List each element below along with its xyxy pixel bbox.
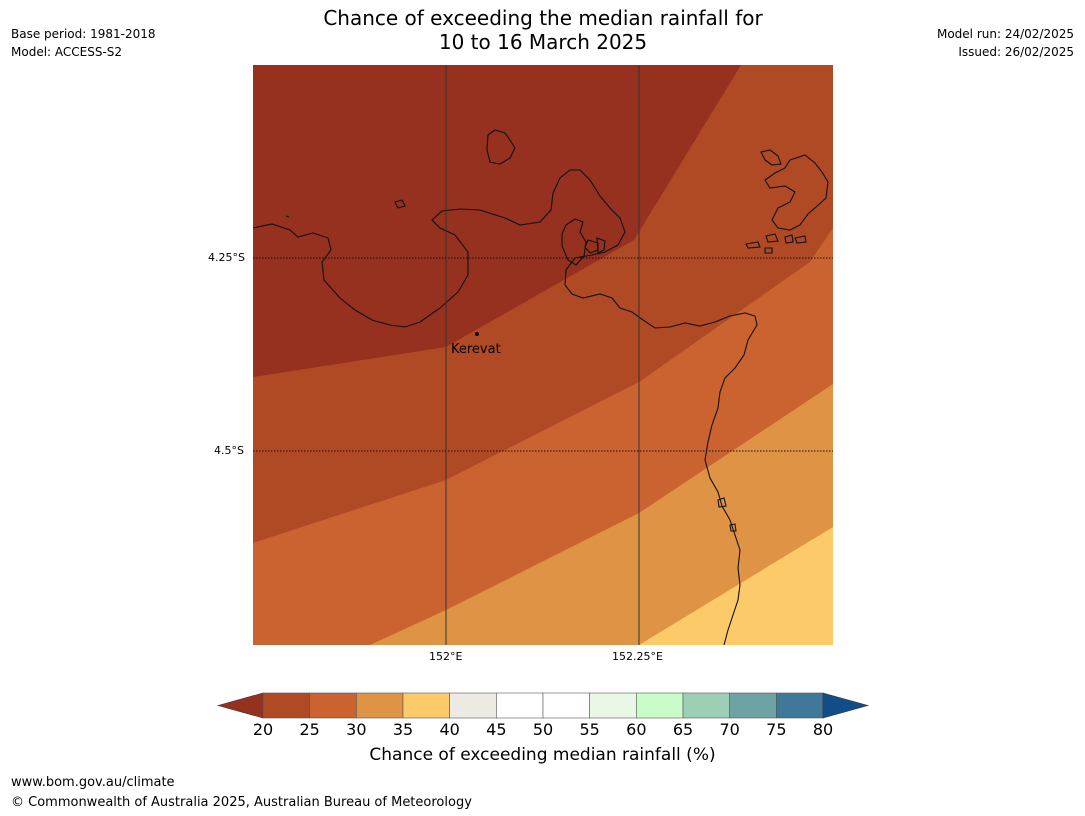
- colorbar-over-arrow: [822, 692, 870, 719]
- colorbar-segment: [309, 692, 357, 719]
- lon-label-152e: 152°E: [429, 650, 463, 663]
- colorbar-title: Chance of exceeding median rainfall (%): [369, 745, 716, 765]
- colorbar: [216, 692, 870, 719]
- band-30-35: [370, 384, 833, 645]
- meta-right: Model run: 24/02/2025 Issued: 26/02/2025: [937, 25, 1074, 61]
- colorbar-tick-label: 70: [719, 720, 740, 739]
- graticule: [253, 65, 833, 645]
- colorbar-tick-label: 40: [439, 720, 460, 739]
- kerevat-marker: [475, 332, 479, 336]
- colorbar-under-arrow: [216, 692, 264, 719]
- colorbar-segment: [776, 692, 824, 719]
- lat-label-4-25s: 4.25°S: [208, 251, 245, 264]
- colorbar-tick-label: 55: [579, 720, 600, 739]
- meta-left: Base period: 1981-2018 Model: ACCESS-S2: [11, 25, 156, 61]
- colorbar-segment: [356, 692, 404, 719]
- colorbar-segment: [542, 692, 590, 719]
- title-line-1: Chance of exceeding the median rainfall …: [323, 6, 763, 30]
- colorbar-tick-label: 35: [392, 720, 414, 739]
- colorbar-segment: [262, 692, 310, 719]
- colorbar-segment: [449, 692, 497, 719]
- place-label-kerevat: Kerevat: [451, 342, 501, 357]
- base-period-text: Base period: 1981-2018: [11, 27, 156, 41]
- colorbar-segment: [496, 692, 544, 719]
- lon-label-152-25e: 152.25°E: [612, 650, 663, 663]
- map-plot-area: [253, 65, 833, 645]
- colorbar-tick-label: 65: [672, 720, 694, 739]
- colorbar-tick-label: 80: [812, 720, 834, 739]
- colorbar-tick-label: 60: [626, 720, 647, 739]
- model-run-text: Model run: 24/02/2025: [936, 27, 1074, 41]
- lat-label-4-5s: 4.5°S: [214, 444, 244, 457]
- map-title: Chance of exceeding the median rainfall …: [243, 6, 843, 54]
- title-line-2: 10 to 16 March 2025: [438, 30, 648, 54]
- colorbar-segment: [729, 692, 777, 719]
- colorbar-tick-label: 75: [766, 720, 787, 739]
- band-35-40: [639, 527, 833, 645]
- coastline: [253, 129, 829, 645]
- colorbar-tick-label: 20: [252, 720, 274, 739]
- colorbar-segment: [402, 692, 450, 719]
- model-text: Model: ACCESS-S2: [11, 45, 123, 59]
- colorbar-segment: [682, 692, 730, 719]
- footer-copyright: © Commonwealth of Australia 2025, Austra…: [11, 795, 472, 810]
- colorbar-tick-label: 30: [346, 720, 367, 739]
- colorbar-tick-label: 45: [486, 720, 507, 739]
- colorbar-tick-label: 50: [532, 720, 554, 739]
- colorbar-segment: [589, 692, 637, 719]
- footer-url: www.bom.gov.au/climate: [11, 775, 175, 790]
- colorbar-tick-label: 25: [299, 720, 320, 739]
- issued-text: Issued: 26/02/2025: [958, 45, 1074, 59]
- colorbar-segment: [636, 692, 684, 719]
